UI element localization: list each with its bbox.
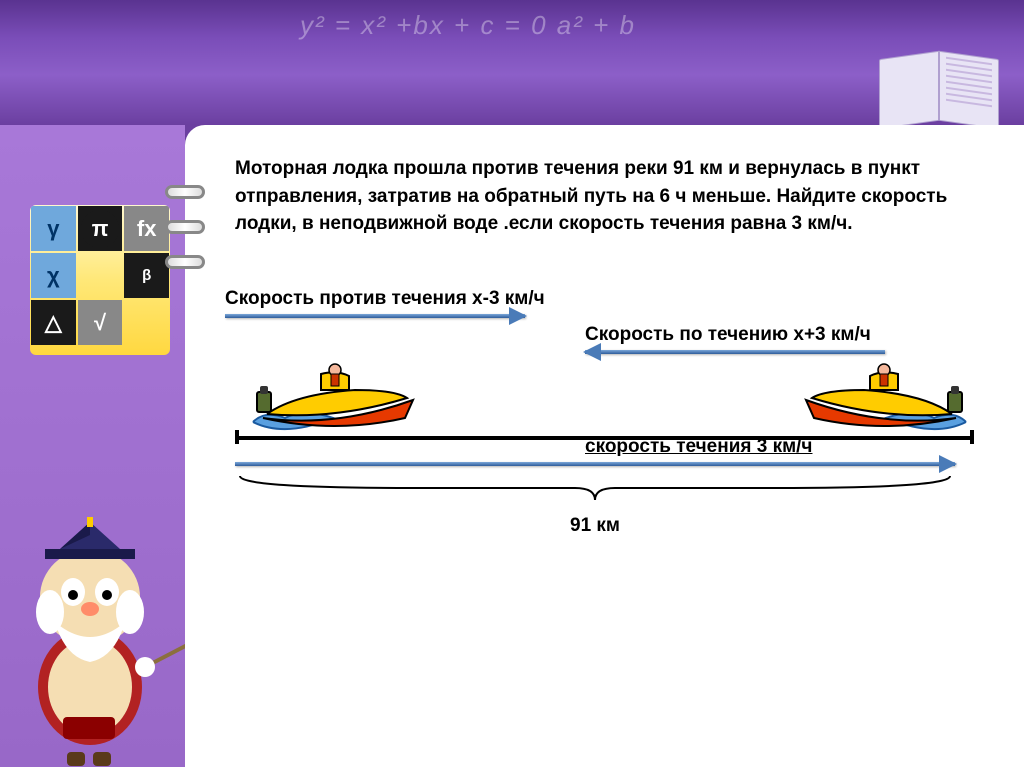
distance-brace <box>235 472 955 502</box>
upstream-speed-label: Скорость против течения х-3 км/ч <box>225 288 974 310</box>
problem-statement: Моторная лодка прошла против течения рек… <box>235 155 974 238</box>
header-band: y² = x² +bx + c = 0 a² + b <box>0 0 1024 125</box>
distance-label: 91 км <box>235 515 955 537</box>
boat-left-icon <box>794 360 974 440</box>
tile-chi: χ <box>31 253 76 298</box>
track-cap-left <box>235 430 239 444</box>
left-sidebar: γ π fx χ β △ √ <box>0 125 185 767</box>
open-book-decor <box>874 55 1004 130</box>
tile-beta: β <box>124 253 169 298</box>
tile-triangle: △ <box>31 300 76 345</box>
math-tiles-decor: γ π fx χ β △ √ <box>30 205 170 355</box>
boat-track <box>235 360 974 440</box>
tile-sqrt: √ <box>78 300 123 345</box>
downstream-arrow <box>585 350 885 354</box>
content-page: Моторная лодка прошла против течения рек… <box>185 125 1024 767</box>
current-arrow <box>235 462 955 466</box>
tile-fx: fx <box>124 206 169 251</box>
tile-pi: π <box>78 206 123 251</box>
binder-ring <box>165 220 205 234</box>
tile-blank2 <box>124 300 169 345</box>
binder-ring <box>165 255 205 269</box>
boat-right-icon <box>245 360 425 440</box>
header-formula-text: y² = x² +bx + c = 0 a² + b <box>300 10 636 41</box>
tile-blank <box>78 253 123 298</box>
upstream-arrow <box>225 314 525 318</box>
downstream-speed-label: Скорость по течению х+3 км/ч <box>585 324 974 346</box>
tile-gamma: γ <box>31 206 76 251</box>
binder-ring <box>165 185 205 199</box>
professor-mascot <box>0 487 195 767</box>
